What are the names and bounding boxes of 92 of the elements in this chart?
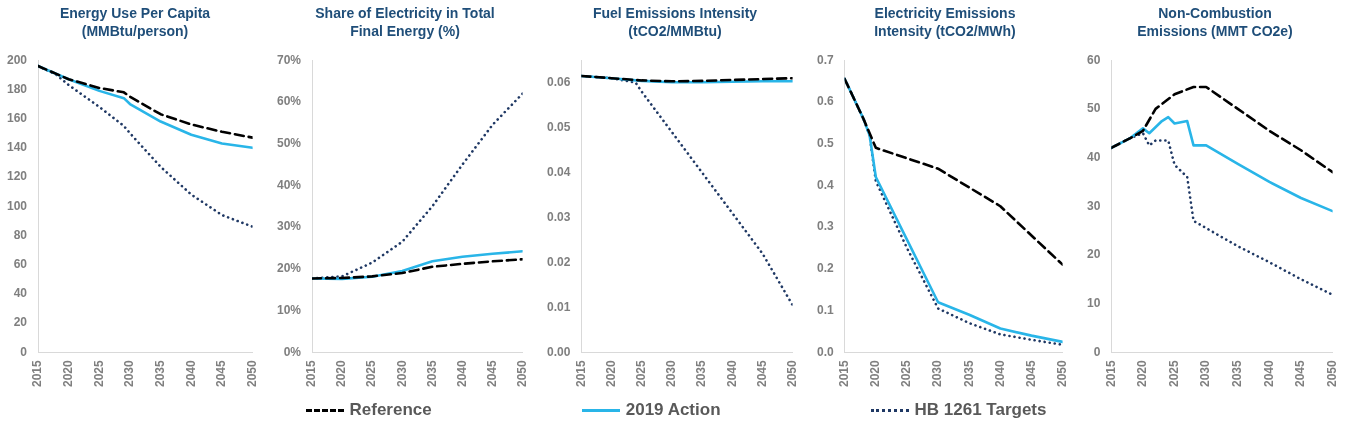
y-tick-label: 0.01 [547, 299, 571, 314]
y-tick-label: 0.3 [816, 219, 834, 234]
y-tick-label: 30% [276, 219, 302, 234]
line-series [844, 77, 1063, 266]
x-tick-label: 2020 [603, 359, 618, 388]
y-tick-label: 0% [283, 344, 302, 359]
y-tick-label: 20% [276, 261, 302, 276]
x-tick-label: 2020 [334, 359, 349, 388]
x-tick-label: 2035 [694, 359, 709, 388]
x-tick-label: 2030 [394, 359, 409, 388]
y-tick-label: 40 [13, 286, 28, 301]
y-tick-label: 160 [6, 110, 28, 125]
x-tick-label: 2040 [992, 359, 1007, 388]
legend-label: HB 1261 Targets [914, 400, 1047, 420]
line-series [312, 257, 523, 280]
y-tick-label: 40 [1086, 149, 1101, 164]
chart-title: Non-Combustion Emissions (MMT CO2e) [1136, 4, 1294, 41]
y-tick-label: 0.04 [547, 164, 571, 179]
y-tick-label: 0.06 [547, 74, 571, 89]
chart-title: Electricity Emissions Intensity (tCO2/MWh) [873, 4, 1017, 41]
x-tick-label: 2030 [930, 359, 945, 388]
legend-label: Reference [349, 400, 432, 420]
x-tick-label: 2050 [1054, 359, 1069, 388]
x-tick-label: 2020 [1135, 359, 1150, 388]
chart-title: Fuel Emissions Intensity (tCO2/MMBtu) [591, 4, 759, 41]
x-tick-label: 2035 [424, 359, 439, 388]
y-tick-label: 180 [6, 81, 28, 96]
y-tick-label: 10% [276, 302, 302, 317]
y-tick-label: 60% [276, 94, 302, 109]
x-tick-label: 2035 [961, 359, 976, 388]
legend-label: 2019 Action [625, 400, 721, 420]
x-tick-label: 2045 [754, 359, 769, 388]
x-tick-label: 2025 [634, 359, 649, 388]
y-tick-label: 0.00 [547, 344, 571, 359]
x-tick-label: 2025 [91, 359, 106, 388]
x-tick-label: 2035 [152, 359, 167, 388]
y-tick-label: 80 [13, 227, 28, 242]
y-tick-label: 20 [13, 315, 28, 330]
x-tick-label: 2025 [899, 359, 914, 388]
y-tick-label: 40% [276, 177, 302, 192]
y-tick-label: 0.6 [816, 94, 834, 109]
y-tick-label: 120 [6, 169, 28, 184]
y-tick-label: 0 [20, 344, 28, 359]
line-series [1111, 85, 1333, 174]
x-tick-label: 2030 [122, 359, 137, 388]
x-tick-label: 2015 [836, 359, 851, 388]
y-tick-label: 0.5 [816, 135, 834, 150]
chart-title: Share of Electricity in Total Final Energy (%) [314, 4, 496, 41]
y-tick-label: 100 [6, 198, 28, 213]
y-tick-label: 70% [276, 52, 302, 67]
x-tick-label: 2025 [1166, 359, 1181, 388]
y-tick-label: 10 [1086, 295, 1101, 310]
x-tick-label: 2040 [1261, 359, 1276, 388]
x-tick-label: 2045 [484, 359, 499, 388]
y-tick-label: 0.2 [816, 261, 834, 276]
x-tick-label: 2050 [784, 359, 799, 388]
x-tick-label: 2050 [514, 359, 529, 388]
x-tick-label: 2025 [364, 359, 379, 388]
y-tick-label: 30 [1086, 198, 1101, 213]
y-tick-label: 60 [13, 256, 28, 271]
y-tick-label: 60 [1086, 52, 1101, 67]
y-tick-label: 0.03 [547, 209, 571, 224]
y-tick-label: 140 [6, 140, 28, 155]
chart-title: Energy Use Per Capita (MMBtu/person) [58, 4, 212, 41]
y-tick-label: 0.7 [816, 52, 834, 67]
x-tick-label: 2020 [60, 359, 75, 388]
y-tick-label: 0.0 [816, 344, 834, 359]
y-tick-label: 50% [276, 135, 302, 150]
y-tick-label: 50 [1086, 101, 1101, 116]
x-tick-label: 2045 [1023, 359, 1038, 388]
x-tick-label: 2035 [1230, 359, 1245, 388]
y-tick-label: 200 [6, 52, 28, 67]
x-tick-label: 2030 [1198, 359, 1213, 388]
y-tick-label: 0.1 [816, 302, 834, 317]
x-tick-label: 2040 [183, 359, 198, 388]
x-tick-label: 2045 [1293, 359, 1308, 388]
x-tick-label: 2040 [724, 359, 739, 388]
x-tick-label: 2030 [664, 359, 679, 388]
x-tick-label: 2045 [214, 359, 229, 388]
x-tick-label: 2020 [868, 359, 883, 388]
x-tick-label: 2015 [573, 359, 588, 388]
y-tick-label: 20 [1086, 247, 1101, 262]
y-tick-label: 0.02 [547, 254, 571, 269]
y-tick-label: 0.05 [547, 119, 571, 134]
y-tick-label: 0.4 [816, 177, 834, 192]
x-tick-label: 2040 [454, 359, 469, 388]
y-tick-label: 0 [1093, 344, 1101, 359]
x-tick-label: 2015 [1103, 359, 1118, 388]
x-tick-label: 2015 [30, 359, 45, 388]
x-tick-label: 2015 [304, 359, 319, 388]
x-tick-label: 2050 [244, 359, 259, 388]
x-tick-label: 2050 [1324, 359, 1339, 388]
